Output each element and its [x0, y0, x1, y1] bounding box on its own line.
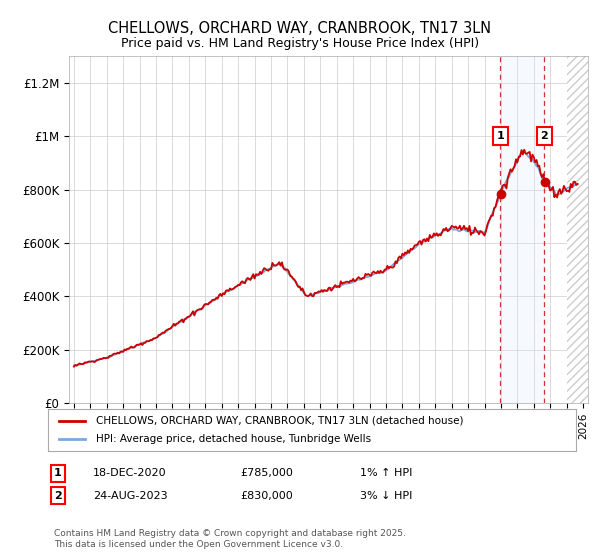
Bar: [500, 56, 544, 403]
Text: 18-DEC-2020: 18-DEC-2020: [93, 468, 167, 478]
Text: 3% ↓ HPI: 3% ↓ HPI: [360, 491, 412, 501]
Text: 2: 2: [54, 491, 62, 501]
Text: Price paid vs. HM Land Registry's House Price Index (HPI): Price paid vs. HM Land Registry's House …: [121, 38, 479, 50]
Text: £830,000: £830,000: [240, 491, 293, 501]
Text: CHELLOWS, ORCHARD WAY, CRANBROOK, TN17 3LN (detached house): CHELLOWS, ORCHARD WAY, CRANBROOK, TN17 3…: [95, 416, 463, 426]
Text: HPI: Average price, detached house, Tunbridge Wells: HPI: Average price, detached house, Tunb…: [95, 434, 371, 444]
Text: 1: 1: [54, 468, 62, 478]
Text: 24-AUG-2023: 24-AUG-2023: [93, 491, 167, 501]
Bar: [566, 56, 588, 403]
Text: 1: 1: [496, 131, 504, 141]
Text: CHELLOWS, ORCHARD WAY, CRANBROOK, TN17 3LN: CHELLOWS, ORCHARD WAY, CRANBROOK, TN17 3…: [109, 21, 491, 36]
Text: 1% ↑ HPI: 1% ↑ HPI: [360, 468, 412, 478]
Text: 2: 2: [541, 131, 548, 141]
Text: Contains HM Land Registry data © Crown copyright and database right 2025.
This d: Contains HM Land Registry data © Crown c…: [54, 529, 406, 549]
Text: £785,000: £785,000: [240, 468, 293, 478]
